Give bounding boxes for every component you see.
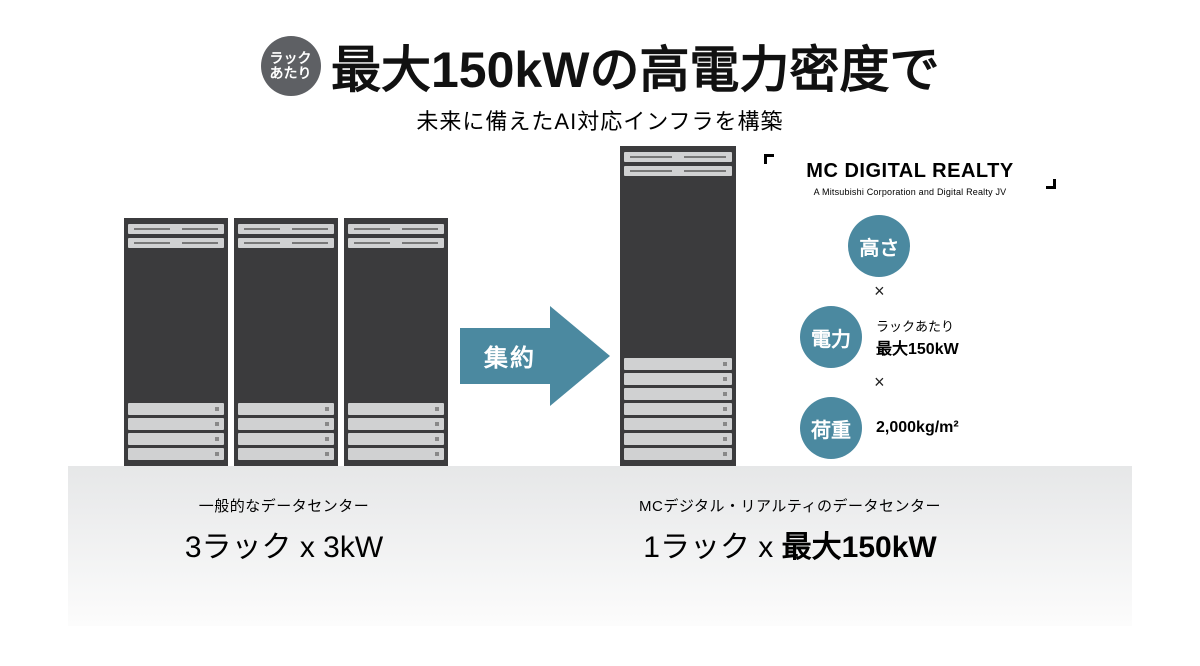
spec-load-value: 2,000kg/m² — [876, 419, 959, 437]
title-seg-2: 150kW — [431, 42, 589, 98]
caption-mc: MCデジタル・リアルティのデータセンター 1ラック x 最大150kW — [560, 495, 1020, 566]
mc-logo: MC DIGITAL REALTY A Mitsubishi Corporati… — [770, 158, 1050, 197]
title-row: ラックあたり 最大150kWの高電力密度で — [0, 30, 1200, 102]
server-rack — [344, 218, 448, 466]
spec-power-side: ラックあたり 最大150kW — [876, 316, 959, 359]
consolidate-arrow: 集約 — [460, 306, 610, 406]
title-seg-5: で — [889, 42, 939, 98]
spec-load-circle: 荷重 — [800, 397, 862, 459]
server-rack — [620, 146, 736, 466]
rack-group-mc — [620, 146, 736, 466]
caption-mc-value: 1ラック x 最大150kW — [560, 522, 1020, 566]
logo-sub: A Mitsubishi Corporation and Digital Rea… — [770, 187, 1050, 197]
cap-a: 1ラック — [643, 531, 750, 564]
subtitle: 未来に備えたAI対応インフラを構築 — [0, 104, 1200, 136]
logo-main: MC DIGITAL REALTY — [770, 158, 1050, 185]
spec-power-row: 電力 ラックあたり 最大150kW — [800, 306, 959, 368]
spec-power-circle: 電力 — [800, 306, 862, 368]
infographic-stage: ラックあたり 最大150kWの高電力密度で 未来に備えたAI対応インフラを構築 … — [0, 0, 1200, 666]
caption-standard-label: 一般的なデータセンター — [124, 495, 444, 516]
server-rack — [234, 218, 338, 466]
multiply-icon: × — [874, 372, 885, 393]
multiply-icon: × — [874, 281, 885, 302]
caption-standard-value: 3ラック x 3kW — [124, 522, 444, 566]
per-rack-badge: ラックあたり — [261, 36, 321, 96]
spec-power-sub: ラックあたり — [876, 316, 959, 335]
spec-height-circle: 高さ — [848, 215, 910, 277]
arrow-label: 集約 — [484, 338, 536, 373]
rack-group-standard — [124, 218, 448, 466]
caption-standard: 一般的なデータセンター 3ラック x 3kW — [124, 495, 444, 566]
title-seg-3: の — [589, 42, 639, 98]
main-title: 最大150kWの高電力密度で — [331, 30, 939, 102]
spec-load-row: 荷重 2,000kg/m² — [800, 397, 959, 459]
cap-b: 3kW — [323, 531, 383, 564]
title-seg-4: 高電力密度 — [639, 42, 889, 98]
cap-a: 3ラック — [185, 531, 292, 564]
spec-power-value: 最大150kW — [876, 335, 959, 359]
logo-corner-icon — [764, 154, 774, 164]
cap-b: 最大150kW — [782, 531, 937, 564]
cap-x: x — [292, 531, 324, 564]
title-seg-1: 最大 — [331, 42, 431, 98]
spec-column: 高さ × 電力 ラックあたり 最大150kW × 荷重 2,000kg/m² — [800, 215, 959, 459]
server-rack — [124, 218, 228, 466]
logo-corner-icon — [1046, 179, 1056, 189]
cap-x: x — [750, 531, 782, 564]
caption-mc-label: MCデジタル・リアルティのデータセンター — [560, 495, 1020, 516]
logo-main-text: MC DIGITAL REALTY — [806, 160, 1013, 182]
